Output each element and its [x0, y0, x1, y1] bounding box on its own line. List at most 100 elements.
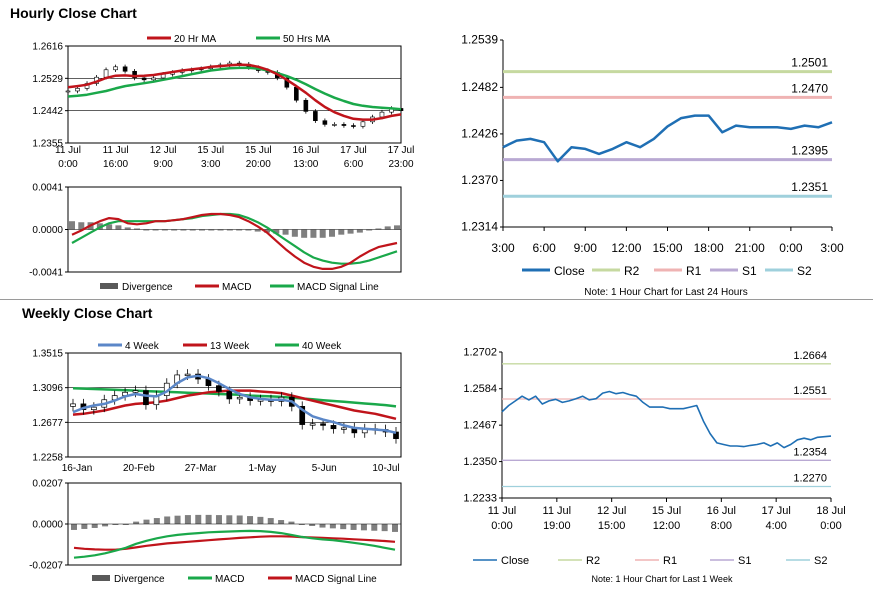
hourly-x-tick-date: 15 Jul — [197, 145, 224, 156]
hourly-divergence-bar — [226, 229, 233, 231]
hourly-levels-x-tick-label: 15:00 — [652, 241, 682, 255]
hourly-x-tick-date: 11 Jul — [103, 145, 129, 156]
weekly-divergence-bar — [102, 524, 109, 527]
weekly-macd-y-tick-label: -0.0207 — [29, 561, 63, 572]
hourly-divergence-bar — [115, 225, 122, 230]
hourly-x-tick-time: 0:00 — [58, 159, 78, 170]
hourly-x-tick-date: 16 Jul — [293, 145, 320, 156]
hourly-candle — [151, 77, 156, 81]
weekly-candle — [132, 390, 139, 393]
hourly-y-tick-label: 1.2355 — [32, 139, 63, 150]
weekly-divergence-bar — [298, 524, 305, 525]
hourly-divergence-bar — [319, 229, 326, 238]
weekly-levels-x-tick-date: 11 Jul — [488, 505, 517, 517]
legend-40wk-label: 40 Week — [302, 341, 342, 352]
weekly-divergence-bar — [164, 516, 171, 524]
weekly-levels-y-tick-label: 1.2467 — [463, 420, 497, 432]
weekly-levels-x-tick-time: 0:00 — [491, 520, 512, 532]
hourly-levels-y-tick-label: 1.2482 — [461, 80, 498, 94]
hourly-x-tick-date: 15 Jul — [245, 145, 272, 156]
hourly-x-tick-time: 20:00 — [246, 159, 271, 170]
weekly-x-tick-label: 27-Mar — [185, 463, 217, 474]
weekly-divergence-bar — [392, 524, 398, 532]
weekly-levels-x-tick-date: 12 Jul — [597, 505, 626, 517]
weekly-candle — [299, 406, 306, 425]
weekly-levels-y-tick-label: 1.2584 — [463, 383, 497, 395]
hourly-levels-note: Note: 1 Hour Chart for Last 24 Hours — [584, 287, 747, 298]
hourly-divergence-bar — [273, 229, 280, 234]
hourly-candle — [75, 88, 80, 92]
hourly-candle — [132, 70, 137, 79]
hourly-divergence-bar — [384, 226, 391, 230]
legend-weekly-levels-label-r2: R2 — [586, 555, 600, 567]
weekly-candle — [226, 391, 233, 400]
weekly-candle — [330, 425, 337, 430]
hourly-divergence-bar — [329, 229, 335, 237]
hourly-candle — [113, 66, 118, 71]
hourly-divergence-bar — [143, 229, 150, 231]
legend-weekly-macd-label: MACD — [215, 574, 244, 585]
legend-weekly-levels-label-r1: R1 — [663, 555, 677, 567]
weekly-divergence-bar — [329, 524, 336, 529]
hourly-divergence-bar — [338, 229, 345, 235]
hourly-levels-level-label-s2: 1.2351 — [791, 180, 828, 194]
hourly-macd-chart: 0.0041 0.0000 -0.0041 Divergence MACD MACD Si… — [29, 183, 402, 293]
legend-hourly-levels-label-s1: S1 — [742, 264, 757, 278]
weekly-levels-close-line — [501, 390, 832, 449]
weekly-divergence-bar — [288, 521, 295, 524]
hourly-levels-x-tick-label: 0:00 — [779, 241, 803, 255]
weekly-divergence-bar — [278, 520, 285, 524]
legend-weekly-levels-label-s2: S2 — [814, 555, 827, 567]
weekly-candle — [143, 390, 149, 406]
hourly-levels-x-tick-label: 3:00 — [820, 241, 844, 255]
weekly-levels-x-tick-date: 11 Jul — [543, 505, 572, 517]
hourly-candle — [341, 124, 347, 126]
weekly-levels-x-tick-time: 15:00 — [598, 520, 626, 532]
weekly-divergence-bar — [247, 516, 254, 524]
hourly-divergence-bar — [152, 229, 159, 231]
legend-20hr-ma-label: 20 Hr MA — [174, 34, 217, 45]
hourly-y-tick-label: 1.2529 — [32, 74, 63, 85]
hourly-macd-y-tick-label: 0.0041 — [32, 183, 63, 194]
weekly-section-title: Weekly Close Chart — [22, 305, 153, 321]
hourly-levels-level-label-s1: 1.2395 — [791, 144, 828, 158]
hourly-levels-close-line — [502, 114, 833, 163]
hourly-candle — [65, 90, 71, 93]
weekly-divergence-bar — [205, 514, 212, 524]
hourly-levels-level-label-r1: 1.2470 — [791, 81, 828, 95]
hourly-candle — [103, 69, 109, 78]
weekly-divergence-bar — [81, 524, 88, 529]
hourly-divergence-bar — [245, 229, 252, 231]
hourly-divergence-bar — [189, 229, 196, 231]
legend-4wk-label: 4 Week — [125, 341, 160, 352]
hourly-macd-line — [71, 212, 398, 271]
hourly-divergence-bar — [347, 229, 354, 234]
weekly-candle — [309, 423, 316, 426]
hourly-candle — [313, 111, 318, 122]
weekly-candle — [184, 373, 191, 376]
weekly-levels-level-label-r1: 1.2551 — [793, 385, 827, 397]
weekly-divergence-bar — [236, 515, 243, 524]
weekly-macd-y-tick-label: 0.0207 — [32, 479, 63, 490]
legend-hourly-macd-label: MACD — [222, 282, 251, 293]
hourly-divergence-bar — [106, 224, 113, 230]
hourly-divergence-bar — [394, 225, 400, 230]
legend-hourly-levels-label-r1: R1 — [686, 264, 702, 278]
hourly-candle — [294, 86, 299, 101]
legend-50hr-ma-label: 50 Hrs MA — [283, 34, 331, 45]
weekly-y-tick-label: 1.3096 — [32, 383, 63, 394]
hourly-macd-y-tick-label: -0.0041 — [29, 268, 63, 279]
hourly-divergence-bar — [134, 228, 140, 230]
weekly-divergence-bar — [122, 524, 129, 525]
weekly-divergence-bar — [112, 524, 119, 525]
legend-weekly-levels-label-close: Close — [501, 555, 529, 567]
hourly-divergence-bar — [161, 229, 168, 231]
hourly-divergence-bar — [208, 229, 215, 231]
hourly-x-tick-time: 3:00 — [201, 159, 221, 170]
weekly-40wk-ma-line — [72, 386, 397, 408]
weekly-levels-x-tick-time: 8:00 — [711, 520, 732, 532]
weekly-levels-level-label-s1: 1.2354 — [793, 446, 827, 458]
weekly-candle — [320, 423, 326, 426]
weekly-divergence-bar — [143, 519, 150, 524]
